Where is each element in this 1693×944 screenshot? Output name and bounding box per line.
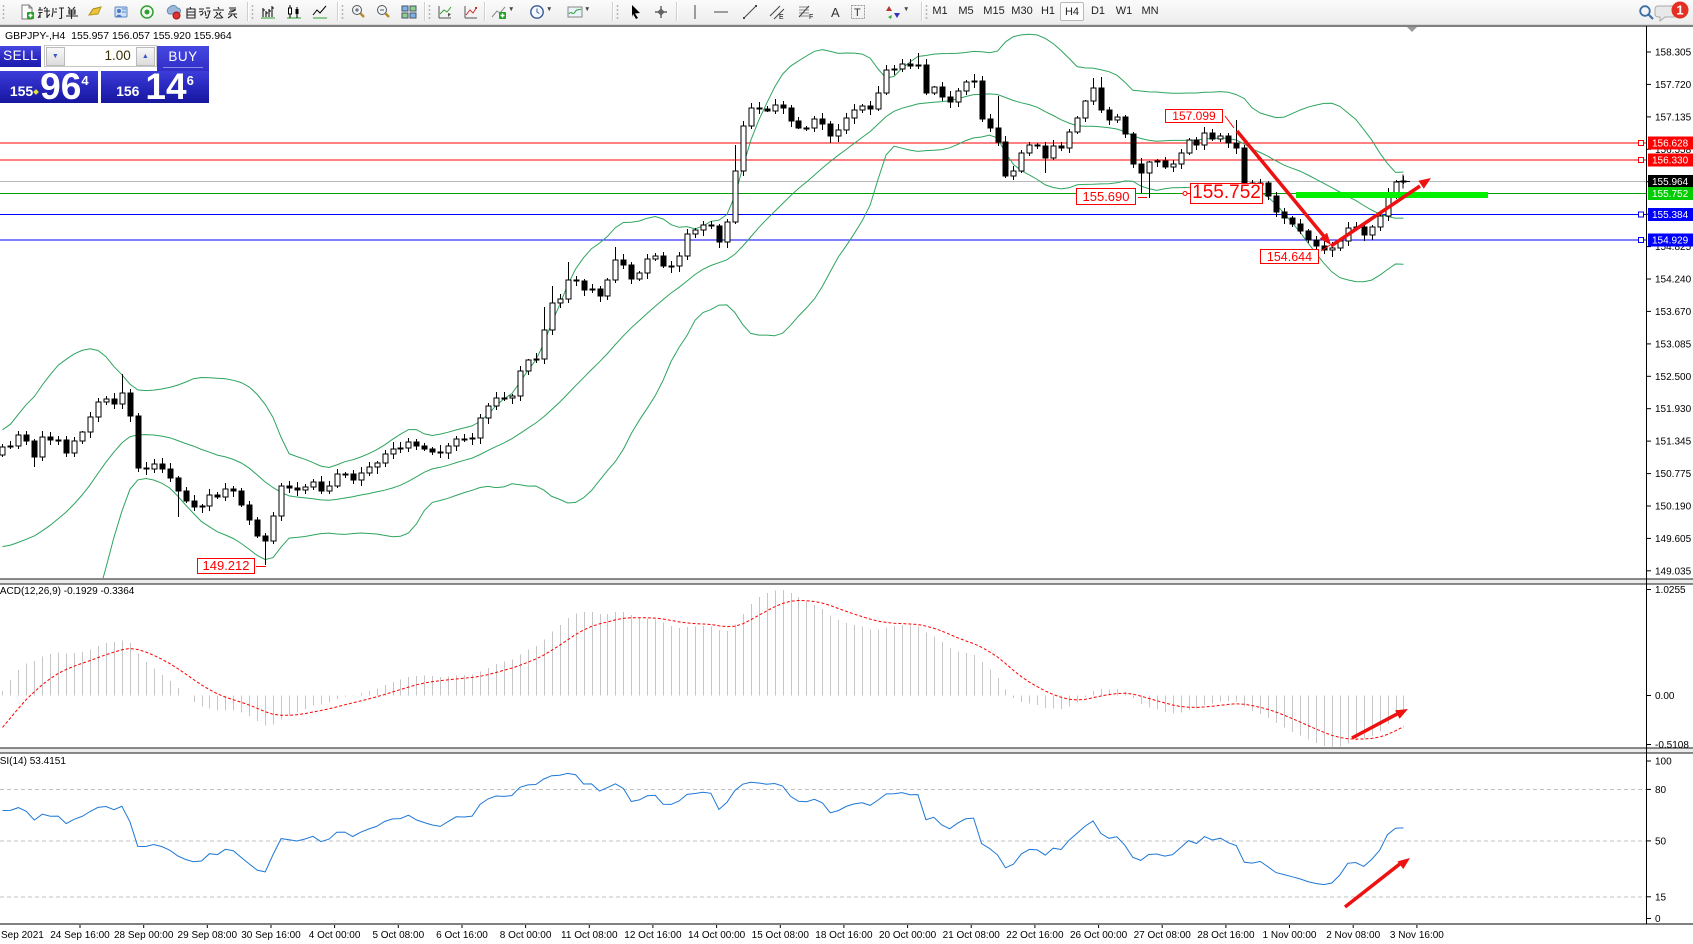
svg-text:RSI(14) 53.4151: RSI(14) 53.4151 <box>0 756 66 767</box>
svg-text:154.240: 154.240 <box>1655 275 1692 286</box>
svg-text:21 Oct 08:00: 21 Oct 08:00 <box>943 930 1001 941</box>
svg-text:4 Oct 00:00: 4 Oct 00:00 <box>309 930 361 941</box>
svg-text:1: 1 <box>1676 3 1683 18</box>
svg-text:MACD(12,26,9) -0.1929 -0.3364: MACD(12,26,9) -0.1929 -0.3364 <box>0 586 135 597</box>
svg-text:155.752: 155.752 <box>1652 189 1689 200</box>
svg-text:155.964: 155.964 <box>1652 177 1689 188</box>
svg-text:F: F <box>809 14 813 20</box>
svg-text:157.135: 157.135 <box>1655 112 1692 123</box>
svg-text:156.330: 156.330 <box>1652 156 1689 167</box>
svg-text:15: 15 <box>1655 892 1667 903</box>
svg-text:1.0255: 1.0255 <box>1655 585 1686 596</box>
svg-text:152.500: 152.500 <box>1655 372 1692 383</box>
svg-text:-0.5108: -0.5108 <box>1655 740 1689 751</box>
svg-text:3 Nov 16:00: 3 Nov 16:00 <box>1390 930 1444 941</box>
svg-text:158.305: 158.305 <box>1655 48 1692 59</box>
svg-text:15 Oct 08:00: 15 Oct 08:00 <box>752 930 810 941</box>
svg-text:149.035: 149.035 <box>1655 566 1692 577</box>
svg-text:150.775: 150.775 <box>1655 469 1692 480</box>
svg-text:14 Oct 00:00: 14 Oct 00:00 <box>688 930 746 941</box>
svg-text:1 Nov 00:00: 1 Nov 00:00 <box>1263 930 1317 941</box>
svg-text:8 Oct 00:00: 8 Oct 00:00 <box>500 930 552 941</box>
svg-text:151.930: 151.930 <box>1655 404 1692 415</box>
svg-text:28 Oct 16:00: 28 Oct 16:00 <box>1197 930 1255 941</box>
svg-text:27 Oct 08:00: 27 Oct 08:00 <box>1134 930 1192 941</box>
svg-text:151.345: 151.345 <box>1655 437 1692 448</box>
svg-text:24 Sep 16:00: 24 Sep 16:00 <box>50 930 110 941</box>
svg-text:100: 100 <box>1655 757 1672 768</box>
svg-text:153.670: 153.670 <box>1655 307 1692 318</box>
svg-text:156.628: 156.628 <box>1652 139 1689 150</box>
svg-text:T: T <box>854 7 861 19</box>
svg-text:26 Oct 00:00: 26 Oct 00:00 <box>1070 930 1128 941</box>
svg-text:18 Oct 16:00: 18 Oct 16:00 <box>815 930 873 941</box>
svg-text:22 Oct 16:00: 22 Oct 16:00 <box>1006 930 1064 941</box>
svg-text:12 Oct 16:00: 12 Oct 16:00 <box>624 930 682 941</box>
svg-text:30 Sep 16:00: 30 Sep 16:00 <box>241 930 301 941</box>
svg-text:5 Oct 08:00: 5 Oct 08:00 <box>372 930 424 941</box>
svg-text:0.00: 0.00 <box>1655 691 1675 702</box>
svg-text:28 Sep 00:00: 28 Sep 00:00 <box>114 930 174 941</box>
svg-text:E: E <box>779 14 784 20</box>
svg-text:155.384: 155.384 <box>1652 210 1689 221</box>
svg-text:20 Oct 00:00: 20 Oct 00:00 <box>879 930 937 941</box>
svg-text:153.085: 153.085 <box>1655 339 1692 350</box>
svg-text:2 Nov 08:00: 2 Nov 08:00 <box>1326 930 1380 941</box>
svg-text:154.825: 154.825 <box>1655 242 1692 253</box>
svg-text:50: 50 <box>1655 836 1667 847</box>
svg-text:150.190: 150.190 <box>1655 502 1692 513</box>
svg-text:157.720: 157.720 <box>1655 80 1692 91</box>
svg-text:11 Oct 08:00: 11 Oct 08:00 <box>561 930 618 941</box>
svg-text:154.929: 154.929 <box>1652 236 1689 247</box>
svg-text:156.558: 156.558 <box>1655 145 1692 156</box>
svg-text:GBPJPY-,H4 155.957 156.057 15: GBPJPY-,H4 155.957 156.057 155.920 155.9… <box>5 30 232 42</box>
svg-text:Sep 2021: Sep 2021 <box>1 930 44 941</box>
svg-text:0: 0 <box>1655 914 1661 925</box>
svg-text:149.605: 149.605 <box>1655 534 1692 545</box>
svg-text:A: A <box>831 5 840 20</box>
svg-text:6 Oct 16:00: 6 Oct 16:00 <box>436 930 488 941</box>
svg-text:29 Sep 08:00: 29 Sep 08:00 <box>178 930 238 941</box>
svg-text:80: 80 <box>1655 785 1667 796</box>
